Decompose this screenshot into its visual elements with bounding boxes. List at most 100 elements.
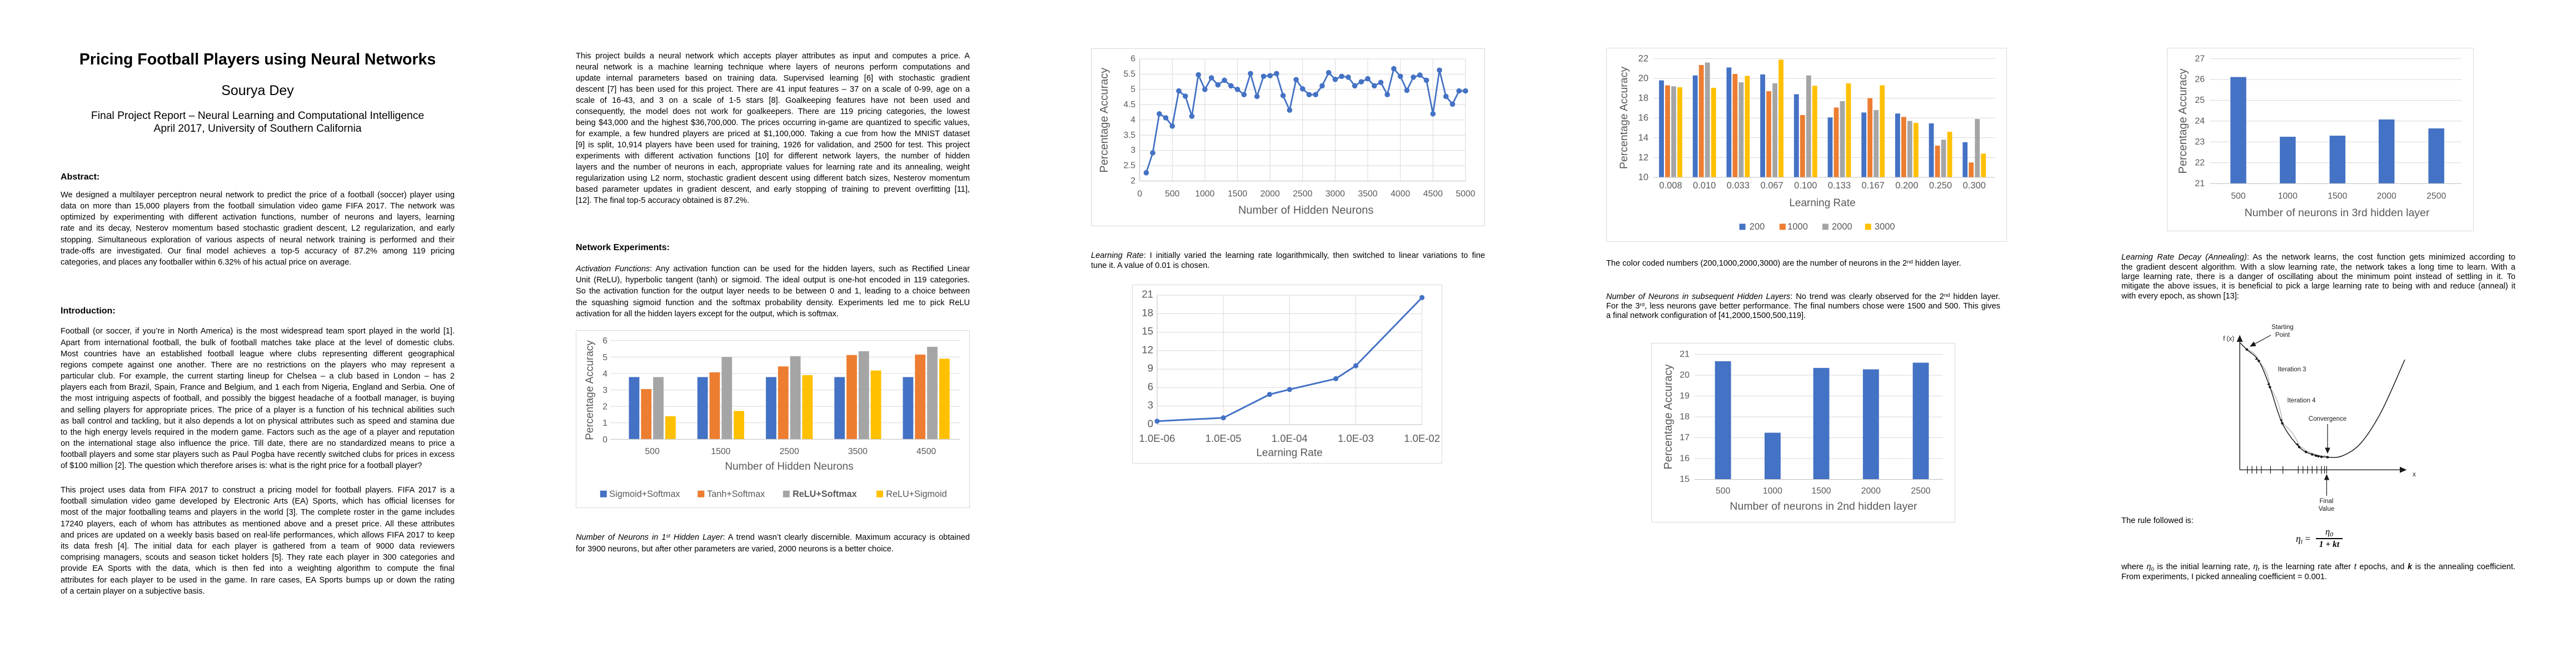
svg-text:15: 15 (1142, 325, 1153, 337)
svg-text:Percentage Accuracy: Percentage Accuracy (1662, 365, 1675, 470)
svg-text:2.5: 2.5 (1123, 161, 1135, 171)
svg-text:0: 0 (1148, 417, 1153, 429)
svg-text:1000: 1000 (1195, 190, 1214, 199)
svg-text:1500: 1500 (1811, 486, 1831, 496)
svg-text:Learning Rate: Learning Rate (1789, 197, 1855, 209)
svg-text:4500: 4500 (916, 447, 936, 456)
svg-text:25: 25 (2195, 96, 2205, 105)
svg-text:19: 19 (1680, 391, 1690, 401)
svg-text:21: 21 (1680, 350, 1690, 359)
svg-text:0.200: 0.200 (1895, 181, 1918, 191)
svg-text:Tanh+Softmax: Tanh+Softmax (707, 489, 765, 499)
svg-text:4: 4 (602, 369, 607, 379)
svg-text:9: 9 (1148, 362, 1153, 374)
svg-text:Convergence: Convergence (2309, 416, 2346, 422)
svg-text:0.133: 0.133 (1828, 181, 1851, 191)
svg-text:0.250: 0.250 (1929, 181, 1952, 191)
svg-text:1.0E-02: 1.0E-02 (1404, 432, 1440, 444)
svg-text:0: 0 (602, 435, 607, 445)
svg-text:2000: 2000 (1260, 190, 1280, 199)
svg-text:500: 500 (2231, 191, 2246, 201)
svg-text:12: 12 (1142, 344, 1153, 355)
svg-text:21: 21 (2195, 179, 2205, 188)
svg-text:3500: 3500 (848, 447, 868, 456)
svg-text:f (x): f (x) (2223, 336, 2234, 342)
svg-text:3: 3 (602, 386, 607, 395)
svg-text:12: 12 (1638, 152, 1648, 162)
svg-text:ReLU+Softmax: ReLU+Softmax (793, 489, 857, 499)
svg-text:6: 6 (1148, 381, 1153, 392)
svg-text:500: 500 (645, 447, 660, 456)
svg-text:1.0E-05: 1.0E-05 (1205, 432, 1242, 444)
svg-text:22: 22 (1638, 53, 1648, 63)
svg-text:16: 16 (1680, 454, 1690, 464)
svg-text:1000: 1000 (2278, 191, 2298, 201)
svg-text:Number of neurons in 3rd hidde: Number of neurons in 3rd hidden layer (2245, 207, 2430, 219)
svg-text:6: 6 (1130, 54, 1135, 64)
svg-text:3000: 3000 (1875, 222, 1895, 232)
svg-text:2500: 2500 (780, 447, 799, 456)
svg-text:1500: 1500 (1228, 190, 1247, 199)
svg-text:0.010: 0.010 (1693, 181, 1716, 191)
svg-text:2: 2 (602, 402, 607, 412)
svg-text:0: 0 (1137, 190, 1142, 199)
svg-text:ReLU+Sigmoid: ReLU+Sigmoid (886, 489, 946, 499)
svg-text:3: 3 (1130, 146, 1135, 155)
svg-text:1: 1 (602, 419, 607, 428)
svg-text:4000: 4000 (1391, 190, 1410, 199)
svg-text:5: 5 (1130, 84, 1135, 94)
svg-text:21: 21 (1142, 288, 1153, 300)
svg-text:Learning Rate: Learning Rate (1256, 447, 1322, 459)
svg-text:0.008: 0.008 (1659, 181, 1682, 191)
svg-text:5.5: 5.5 (1123, 69, 1135, 79)
svg-text:Sigmoid+Softmax: Sigmoid+Softmax (609, 489, 680, 499)
svg-text:Point: Point (2275, 332, 2290, 339)
svg-text:1.0E-03: 1.0E-03 (1338, 432, 1374, 444)
svg-text:5: 5 (602, 353, 607, 362)
svg-text:24: 24 (2195, 117, 2205, 126)
svg-text:Percentage Accuracy: Percentage Accuracy (584, 340, 596, 440)
svg-text:Percentage Accuracy: Percentage Accuracy (2177, 69, 2189, 174)
svg-text:2000: 2000 (1832, 222, 1852, 232)
svg-text:4500: 4500 (1423, 190, 1443, 199)
svg-text:4: 4 (1130, 115, 1135, 125)
svg-text:Number of Hidden Neurons: Number of Hidden Neurons (1238, 204, 1373, 216)
svg-text:2500: 2500 (1293, 190, 1312, 199)
svg-text:2000: 2000 (2377, 191, 2396, 201)
svg-text:18: 18 (1142, 307, 1153, 318)
svg-text:3.5: 3.5 (1123, 131, 1135, 140)
svg-text:500: 500 (1716, 486, 1731, 496)
svg-text:x: x (2413, 471, 2416, 478)
svg-text:14: 14 (1638, 133, 1648, 143)
svg-text:3000: 3000 (1326, 190, 1345, 199)
svg-text:17: 17 (1680, 433, 1690, 442)
svg-text:Number of Hidden Neurons: Number of Hidden Neurons (725, 461, 853, 472)
svg-text:1.0E-04: 1.0E-04 (1272, 432, 1308, 444)
svg-text:Value: Value (2319, 506, 2335, 512)
svg-text:Percentage Accuracy: Percentage Accuracy (1618, 67, 1630, 170)
svg-text:27: 27 (2195, 54, 2205, 63)
svg-text:22: 22 (2195, 158, 2205, 168)
svg-text:4.5: 4.5 (1123, 100, 1135, 109)
svg-text:5000: 5000 (1456, 190, 1475, 199)
svg-text:Percentage Accuracy: Percentage Accuracy (1098, 68, 1110, 173)
svg-text:16: 16 (1638, 113, 1648, 123)
svg-text:Number of neurons in 2nd hidde: Number of neurons in 2nd hidden layer (1730, 500, 1917, 512)
svg-text:2500: 2500 (1911, 486, 1930, 496)
svg-text:0.033: 0.033 (1727, 181, 1750, 191)
svg-text:15: 15 (1680, 475, 1690, 484)
svg-text:18: 18 (1638, 93, 1648, 103)
svg-text:3: 3 (1148, 399, 1153, 411)
svg-text:200: 200 (1750, 222, 1765, 232)
svg-text:3500: 3500 (1358, 190, 1377, 199)
svg-text:20: 20 (1680, 371, 1690, 380)
svg-text:Starting: Starting (2271, 324, 2294, 331)
svg-text:Iteration 4: Iteration 4 (2287, 397, 2316, 404)
svg-text:23: 23 (2195, 137, 2205, 147)
svg-text:0.300: 0.300 (1963, 181, 1986, 191)
svg-text:0.067: 0.067 (1760, 181, 1783, 191)
svg-text:1.0E-06: 1.0E-06 (1139, 432, 1175, 444)
svg-text:Final: Final (2320, 498, 2334, 505)
svg-text:1000: 1000 (1763, 486, 1782, 496)
svg-text:20: 20 (1638, 73, 1648, 83)
